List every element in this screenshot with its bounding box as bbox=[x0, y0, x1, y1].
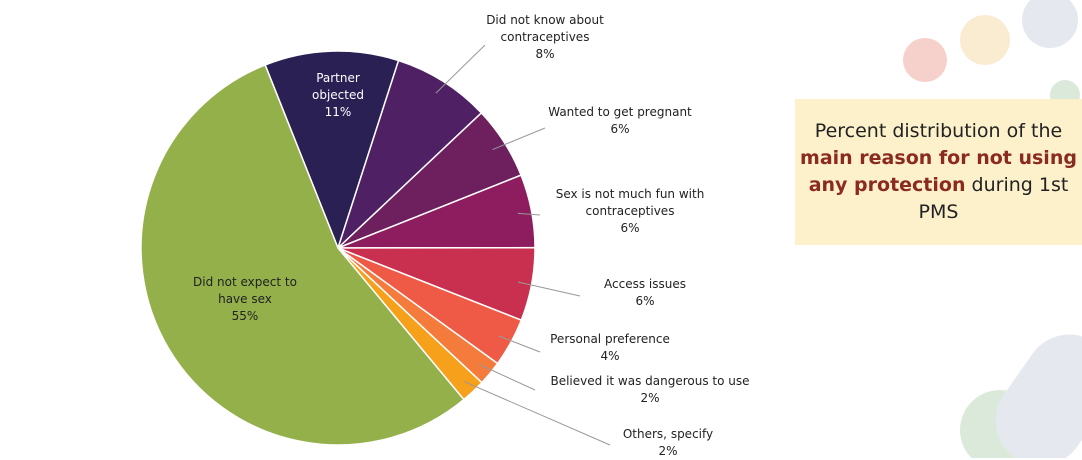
leader-line bbox=[463, 380, 611, 446]
value-label: 2% bbox=[640, 391, 660, 405]
note-part: Percent distribution of the bbox=[814, 120, 1063, 142]
note-highlight: main reason for not using any protection bbox=[800, 147, 1077, 196]
note-box: Percent distribution of the main reason … bbox=[795, 99, 1082, 245]
category-label: Sex is not much fun with contraceptives bbox=[555, 187, 705, 218]
decoration bbox=[903, 0, 1082, 458]
value-label: 4% bbox=[600, 349, 620, 363]
slice-label: Did not expect to have sex 55% bbox=[190, 274, 300, 325]
category-label: Believed it was dangerous to use bbox=[550, 374, 750, 388]
slice-label: Personal preference 4% bbox=[535, 331, 685, 365]
category-label: Others, specify bbox=[622, 427, 714, 441]
leader-line bbox=[435, 44, 486, 94]
slice bbox=[264, 50, 400, 251]
slice-label: Wanted to get pregnant 6% bbox=[530, 104, 710, 138]
leader-line bbox=[517, 212, 541, 216]
slice-label: Sex is not much fun with contraceptives 6… bbox=[550, 186, 710, 237]
category-label: Personal preference bbox=[550, 332, 670, 346]
category-label: Access issues bbox=[604, 277, 686, 291]
category-label: Wanted to get pregnant bbox=[548, 105, 692, 119]
leader-lines bbox=[435, 44, 611, 446]
value-label: 55% bbox=[231, 309, 259, 323]
slice-label: Partner objected 11% bbox=[303, 70, 373, 121]
pie bbox=[140, 50, 536, 446]
value-label: 2% bbox=[658, 444, 678, 458]
value-label: 6% bbox=[620, 221, 640, 235]
slice-label: Believed it was dangerous to use 2% bbox=[530, 373, 770, 407]
category-label: Did not know about contraceptives bbox=[486, 13, 604, 44]
leader-line bbox=[492, 127, 546, 151]
value-label: 6% bbox=[635, 294, 655, 308]
category-label: Did not expect to have sex bbox=[193, 275, 297, 306]
slice bbox=[140, 63, 465, 446]
slice-label: Access issues 6% bbox=[585, 276, 705, 310]
slice bbox=[337, 59, 483, 249]
slice-label: Others, specify 2% bbox=[603, 426, 733, 460]
value-label: 11% bbox=[324, 105, 352, 119]
slice-label: Did not know about contraceptives 8% bbox=[470, 12, 620, 63]
leader-line bbox=[498, 335, 541, 353]
category-label: Partner objected bbox=[312, 71, 364, 102]
leader-line bbox=[479, 364, 536, 391]
value-label: 6% bbox=[610, 122, 630, 136]
note-text: Percent distribution of the main reason … bbox=[795, 118, 1082, 226]
note-part: during 1st PMS bbox=[918, 174, 1069, 223]
value-label: 8% bbox=[535, 47, 555, 61]
leader-line bbox=[517, 281, 581, 297]
